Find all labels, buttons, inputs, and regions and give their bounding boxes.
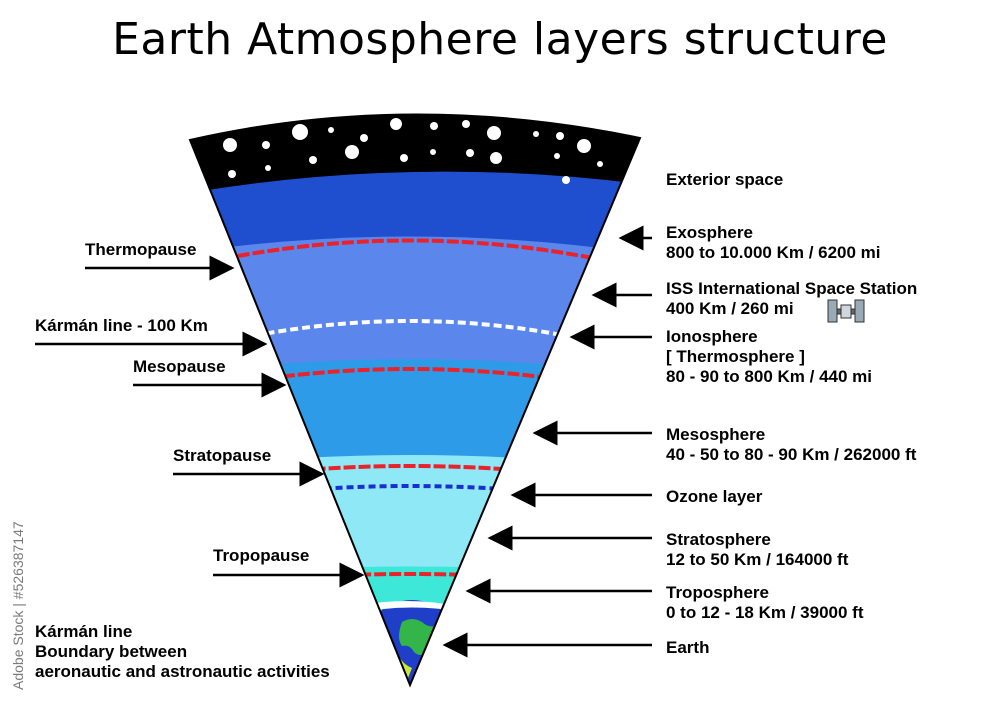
wedge-outline: [188, 113, 642, 688]
stars: [223, 118, 603, 184]
left-arrows: [35, 255, 365, 588]
label-karman-note: Kármán line Boundary between aeronautic …: [35, 622, 330, 681]
label-exterior-space: Exterior space: [666, 170, 784, 189]
label-exosphere: Exosphere 800 to 10.000 Km / 6200 mi: [666, 223, 881, 262]
label-mesopause: Mesopause: [133, 357, 226, 376]
label-karman-line: Kármán line - 100 Km: [35, 316, 208, 335]
label-tropopause: Tropopause: [213, 546, 310, 565]
watermark: Adobe Stock | #526387147: [4, 470, 30, 690]
label-thermopause: Thermopause: [85, 240, 197, 259]
right-arrows: [442, 225, 652, 658]
label-stratosphere: Stratosphere 12 to 50 Km / 164000 ft: [666, 530, 849, 569]
tropopause-line: [190, 572, 640, 594]
watermark-text: Adobe Stock | #526387147: [10, 521, 26, 690]
iss-icon: [827, 299, 865, 323]
label-troposphere: Troposphere 0 to 12 - 18 Km / 39000 ft: [666, 583, 864, 622]
atmosphere-wedge: [190, 114, 640, 685]
page-title: Earth Atmosphere layers structure: [112, 14, 888, 65]
label-iss: ISS International Space Station 400 Km /…: [666, 279, 918, 318]
label-earth: Earth: [666, 638, 710, 657]
earth-globe: [362, 600, 462, 685]
label-ionosphere: Ionosphere [ Thermosphere ] 80 - 90 to 8…: [666, 327, 872, 386]
label-mesosphere: Mesosphere 40 - 50 to 80 - 90 Km / 26200…: [666, 425, 917, 464]
label-ozone: Ozone layer: [666, 487, 763, 506]
label-stratopause: Stratopause: [173, 446, 272, 465]
layer-space: [190, 114, 640, 200]
